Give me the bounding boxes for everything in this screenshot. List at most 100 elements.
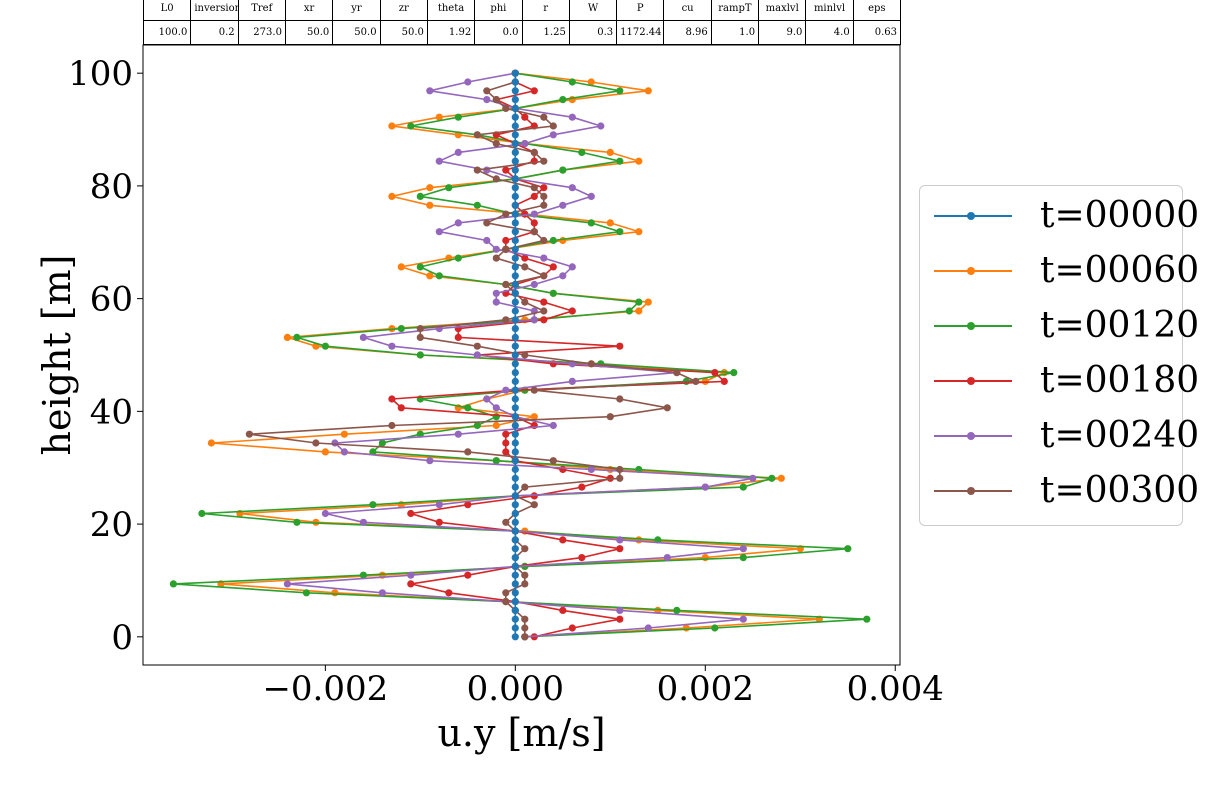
data-point <box>511 615 519 623</box>
y-tick-label: 40 <box>90 392 133 432</box>
param-value: 273.0 <box>237 20 286 45</box>
data-point <box>483 87 491 95</box>
data-point <box>606 413 614 421</box>
data-point <box>673 369 681 377</box>
data-point <box>454 333 462 341</box>
data-point <box>663 554 671 562</box>
data-point <box>378 439 386 447</box>
data-point <box>492 254 500 262</box>
data-point <box>511 457 519 465</box>
data-point <box>473 131 481 139</box>
data-point <box>521 571 529 579</box>
data-point <box>511 201 519 209</box>
data-point <box>511 492 519 500</box>
data-point <box>502 210 510 218</box>
y-tick-label: 20 <box>90 505 133 545</box>
data-point <box>511 527 519 535</box>
data-point <box>511 386 519 394</box>
data-point <box>511 236 519 245</box>
legend-marker <box>967 377 975 385</box>
data-point <box>568 184 576 192</box>
data-point <box>464 404 472 412</box>
series-t-00240 <box>283 69 757 641</box>
legend-marker <box>967 212 975 220</box>
data-point <box>568 78 576 86</box>
data-point <box>530 184 538 192</box>
data-point <box>530 413 538 421</box>
data-point <box>701 483 709 491</box>
data-point <box>606 148 614 156</box>
data-point <box>530 192 538 200</box>
data-point <box>730 369 738 377</box>
data-point <box>521 140 529 148</box>
data-point <box>511 360 519 368</box>
data-point <box>502 430 510 438</box>
data-point <box>549 131 557 139</box>
data-point <box>521 615 529 623</box>
data-point <box>511 157 519 165</box>
data-point <box>502 104 510 112</box>
data-point <box>511 307 519 315</box>
legend: t=00000 t=00060 t=00120 t=00180 t=00240 … <box>919 185 1199 526</box>
legend-label: t=00300 <box>1040 470 1200 511</box>
data-point <box>844 545 852 553</box>
data-point <box>635 536 643 544</box>
data-point <box>530 280 538 289</box>
data-point <box>492 421 500 430</box>
x-tick-label: −0.002 <box>262 669 388 709</box>
data-point <box>492 457 500 465</box>
legend-label: t=00240 <box>1040 415 1200 456</box>
data-point <box>625 307 633 315</box>
data-point <box>388 395 396 403</box>
data-point <box>464 448 472 456</box>
data-point <box>483 236 491 245</box>
data-point <box>749 474 757 482</box>
data-point <box>521 113 529 121</box>
data-point <box>511 272 519 280</box>
data-point <box>511 448 519 456</box>
data-point <box>511 210 519 218</box>
data-point <box>540 236 548 245</box>
data-point <box>283 580 291 588</box>
data-point <box>568 307 576 315</box>
data-point <box>416 325 424 333</box>
data-point <box>644 87 652 95</box>
data-point <box>511 342 519 350</box>
data-point <box>530 87 538 95</box>
data-point <box>739 554 747 562</box>
data-point <box>587 465 595 474</box>
param-value: 1172.44 <box>616 20 665 45</box>
data-point <box>511 589 519 597</box>
x-tick-label: 0.000 <box>467 669 564 709</box>
data-point <box>511 395 519 403</box>
data-point <box>549 122 557 130</box>
data-point <box>739 545 747 553</box>
data-point <box>511 483 519 491</box>
data-point <box>530 157 538 165</box>
data-point <box>511 140 519 148</box>
data-point <box>530 228 538 236</box>
param-value: 0.0 <box>474 20 523 45</box>
data-point <box>283 333 291 341</box>
data-point <box>502 518 510 526</box>
data-point <box>340 430 348 438</box>
legend-label: t=00180 <box>1040 360 1200 401</box>
param-value: 50.0 <box>332 20 381 45</box>
data-point <box>559 166 567 174</box>
data-point <box>302 589 310 597</box>
data-point <box>644 624 652 632</box>
data-point <box>530 386 538 394</box>
data-point <box>359 518 367 526</box>
data-point <box>502 166 510 174</box>
data-point <box>511 430 519 438</box>
data-point <box>369 501 377 509</box>
data-point <box>511 439 519 447</box>
data-point <box>492 404 500 412</box>
data-point <box>331 589 339 597</box>
data-point <box>540 254 548 262</box>
data-point <box>635 228 643 236</box>
data-point <box>559 201 567 209</box>
data-point <box>511 263 519 271</box>
data-point <box>511 421 519 430</box>
data-point <box>711 624 719 632</box>
